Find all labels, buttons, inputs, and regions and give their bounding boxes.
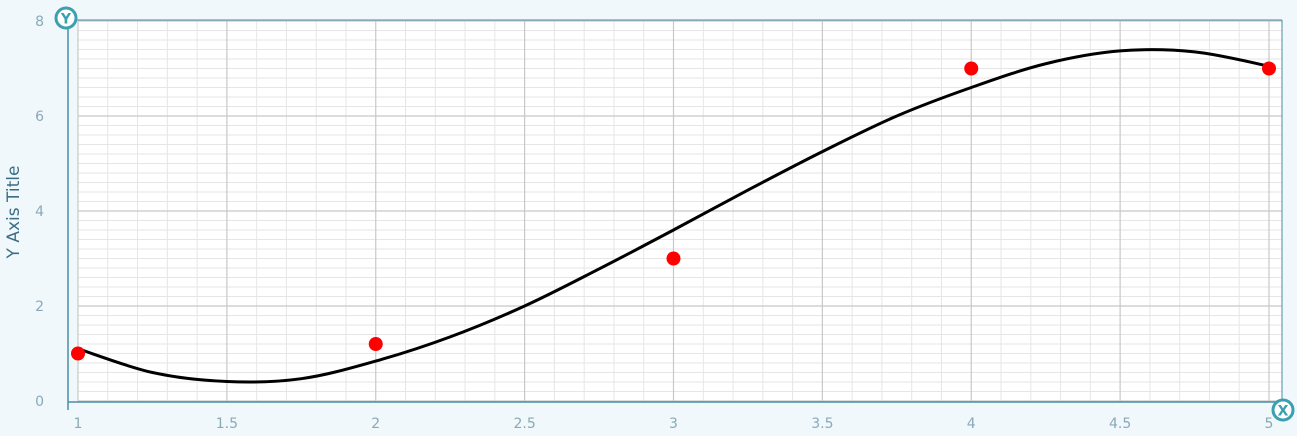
scatter-series [71,61,1276,361]
major-grid [77,20,1282,402]
x-tick-label: 2.5 [513,416,535,432]
x-tick-label: 3 [669,416,678,432]
tick-labels: 1 1.5 2 2.5 3 3.5 4 4.5 5 0 2 4 6 8 [35,14,1273,432]
x-tick-label: 1.5 [216,416,238,432]
y-tick-label: 6 [35,109,44,125]
data-point [964,61,979,76]
svg-text:Y: Y [60,12,72,28]
y-tick-label: 4 [35,204,44,220]
x-axis-icon: X [1271,398,1295,422]
axes [67,18,1283,410]
x-tick-label: 4.5 [1109,416,1131,432]
x-tick-label: 5 [1265,416,1274,432]
y-tick-label: 2 [35,299,44,315]
data-point [71,346,85,361]
svg-text:X: X [1278,404,1289,420]
data-point [1262,61,1276,76]
data-point [666,251,681,266]
fit-curve-line [77,48,1270,384]
y-tick-label: 0 [35,394,44,410]
y-tick-label: 8 [35,14,44,30]
x-tick-label: 1 [74,416,83,432]
y-axis-icon: Y [54,6,78,30]
x-tick-label: 2 [371,416,380,432]
x-tick-label: 4 [967,416,976,432]
x-tick-label: 3.5 [811,416,833,432]
fit-curve-series [77,48,1270,384]
data-point [368,337,383,351]
y-axis-title: Y Axis Title [4,165,24,259]
